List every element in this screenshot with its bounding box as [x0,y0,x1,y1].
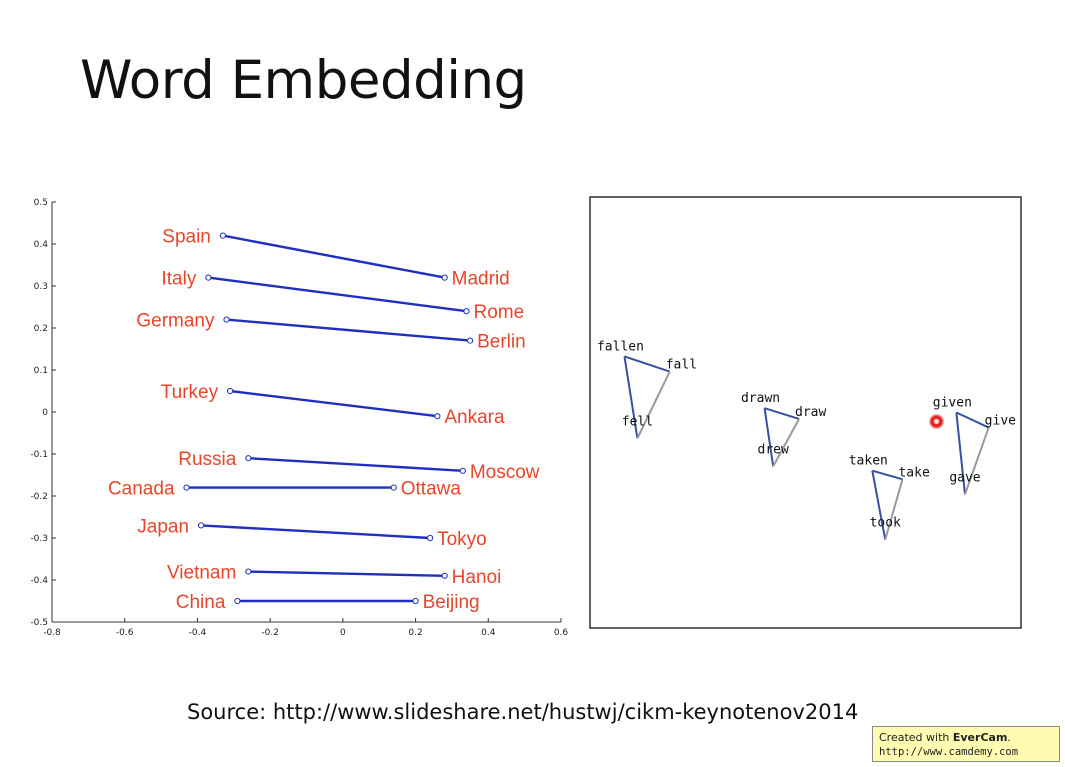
capital-label: Moscow [470,462,540,483]
capital-label: Hanoi [452,567,502,588]
pair-line [222,234,445,279]
capital-label: Ankara [444,407,505,428]
past-tense-label: drew [758,442,789,457]
edge-base-past [636,371,671,439]
past-tense-label: took [870,516,901,531]
edge-participle-past [763,408,775,467]
verb-tense-chart: fallen fall fell drawn draw drew taken take took… [589,196,1022,629]
watermark-brand: EverCam [952,731,1008,744]
capital-point [441,274,448,281]
capital-label: Madrid [452,269,510,290]
past-participle-label: given [933,396,972,411]
edge-participle-base [872,469,903,481]
country-point [219,232,226,239]
country-label: Canada [108,479,175,500]
pair-line [208,276,467,313]
y-tick-label: 0.3 [34,282,48,292]
capital-label: Beijing [423,592,480,613]
x-tick-label: 0 [340,628,346,638]
base-form-label: give [985,414,1016,429]
pair-line [248,457,463,472]
edge-participle-base [955,411,990,429]
country-point [205,274,212,281]
country-point [197,522,205,529]
y-tick-label: -0.5 [30,618,48,628]
pair-line [226,318,471,342]
country-capital-chart: 0.5 0.4 0.3 0.2 0.1 0 -0.1 -0.2 -0.3 -0.4 -0.5-0.8… [30,198,569,638]
pair-line [230,389,438,418]
past-participle-label: fallen [597,339,644,354]
edge-base-past [772,418,800,467]
country-label: Japan [137,516,189,537]
watermark-suffix: . [1007,731,1011,744]
y-tick-label: -0.4 [30,576,48,586]
capital-point [390,484,397,491]
country-point [234,597,241,605]
x-tick-label: -0.4 [189,628,207,638]
country-point [223,316,230,323]
y-tick-label: -0.3 [30,534,48,544]
country-point [245,568,252,575]
y-tick-label: -0.1 [30,450,48,460]
base-form-label: fall [666,358,697,373]
y-tick-label: 0.4 [34,240,49,250]
country-label: Spain [162,227,211,248]
capital-point [463,308,470,315]
country-point [245,455,252,462]
x-tick-label: 0.6 [554,628,569,638]
pair-line [200,524,431,540]
country-point [227,387,234,395]
y-tick-label: 0.1 [34,366,48,376]
capital-label: Tokyo [437,529,487,550]
capital-point [427,534,434,542]
y-tick-label: 0.2 [34,324,48,334]
y-tick-label: 0.5 [34,198,48,208]
country-point [183,484,190,491]
country-label: Vietnam [167,563,236,584]
capital-label: Ottawa [401,479,462,500]
country-label: Russia [178,449,237,470]
x-tick-label: -0.8 [43,628,61,638]
pair-line [248,570,445,577]
edge-participle-past [955,412,966,495]
capital-label: Rome [473,302,524,323]
past-participle-label: drawn [741,391,780,406]
past-tense-label: fell [622,414,653,429]
edge-participle-past [623,356,639,439]
country-label: China [176,592,226,613]
y-tick-label: 0 [42,408,48,418]
watermark-prefix: Created with [879,731,953,744]
capital-point [412,597,419,605]
past-tense-label: gave [949,470,980,485]
source-citation: Source: http://www.slideshare.net/hustwj… [187,700,859,724]
watermark-url: http://www.camdemy.com [879,746,1019,758]
country-label: Italy [161,269,196,290]
y-tick-label: -0.2 [30,492,48,502]
edge-base-past [884,479,904,540]
x-tick-label: -0.6 [116,628,134,638]
capital-point [434,413,441,420]
evercam-watermark: Created with EverCam. http://www.camdemy… [872,726,1060,762]
edge-participle-past [871,470,887,540]
capital-point [459,467,466,474]
capital-point [441,572,448,579]
edge-participle-base [624,355,671,373]
edge-participle-base [764,407,800,420]
laser-pointer [929,414,944,429]
x-tick-label: 0.4 [481,628,496,638]
x-tick-label: 0.2 [408,628,422,638]
base-form-label: take [898,465,929,480]
past-participle-label: taken [849,454,888,469]
capital-label: Berlin [477,332,526,353]
country-label: Germany [136,311,215,332]
capital-point [467,337,474,344]
edge-base-past [964,427,990,495]
plot-frame [589,196,1022,629]
x-tick-label: -0.2 [261,628,279,638]
country-label: Turkey [161,382,219,403]
slide-title: Word Embedding [80,50,527,111]
base-form-label: draw [795,405,826,420]
